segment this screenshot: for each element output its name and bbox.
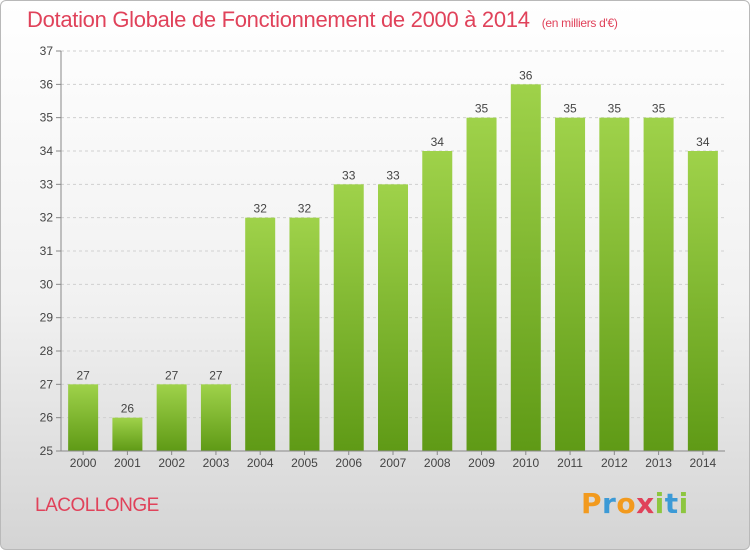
logo-letter: i [654, 487, 665, 520]
chart-title: Dotation Globale de Fonctionnement de 20… [27, 7, 618, 33]
bar-value-label: 34 [696, 135, 710, 149]
x-tick-label: 2008 [424, 456, 451, 470]
y-tick-label: 30 [40, 277, 54, 291]
logo-letter: P [581, 487, 603, 520]
y-tick-label: 36 [40, 77, 54, 91]
bar-value-label: 27 [209, 368, 223, 382]
x-tick-label: 2000 [70, 456, 97, 470]
y-tick-label: 25 [40, 444, 54, 458]
bar-value-label: 27 [165, 368, 179, 382]
bar-value-label: 34 [431, 135, 445, 149]
y-tick-label: 33 [40, 177, 54, 191]
bar [510, 84, 541, 451]
bar [422, 151, 453, 451]
bar [599, 117, 630, 452]
bar-value-label: 32 [298, 202, 312, 216]
bar [68, 384, 99, 451]
bar [245, 217, 276, 451]
bar-value-label: 36 [519, 68, 533, 82]
bar [378, 184, 408, 452]
bar [200, 384, 231, 451]
y-tick-label: 37 [40, 44, 54, 58]
bar [333, 184, 364, 452]
logo-letter: o [616, 487, 637, 520]
bar-value-label: 33 [386, 168, 400, 182]
logo-letter: i [678, 487, 689, 520]
logo-letter: x [636, 487, 655, 520]
x-tick-label: 2009 [468, 456, 495, 470]
bar-value-label: 35 [475, 102, 489, 116]
bar-value-label: 35 [563, 102, 577, 116]
bar-value-label: 35 [608, 102, 622, 116]
logo-letter: t [664, 487, 679, 520]
y-tick-label: 31 [40, 244, 54, 258]
chart-subtitle: (en milliers d'€) [541, 16, 618, 30]
y-tick-label: 34 [40, 144, 54, 158]
logo-letter: r [602, 487, 617, 520]
x-tick-label: 2010 [512, 456, 539, 470]
bar [112, 417, 143, 451]
bar [156, 384, 187, 451]
y-tick-label: 35 [40, 111, 54, 125]
y-tick-label: 27 [40, 377, 54, 391]
bar [555, 117, 586, 452]
y-tick-label: 29 [40, 311, 54, 325]
y-tick-label: 32 [40, 211, 54, 225]
chart-title-text: Dotation Globale de Fonctionnement de 20… [27, 7, 530, 32]
x-tick-label: 2007 [380, 456, 407, 470]
x-tick-label: 2003 [203, 456, 230, 470]
x-tick-label: 2001 [114, 456, 141, 470]
bar [687, 151, 718, 451]
x-tick-label: 2013 [645, 456, 672, 470]
x-tick-label: 2005 [291, 456, 318, 470]
x-tick-label: 2011 [557, 456, 583, 470]
x-tick-label: 2006 [335, 456, 362, 470]
x-tick-label: 2002 [158, 456, 185, 470]
proxiti-logo[interactable]: Proxiti [581, 487, 689, 520]
y-tick-label: 28 [40, 344, 54, 358]
bar-value-label: 33 [342, 168, 356, 182]
x-tick-label: 2004 [247, 456, 274, 470]
bar-value-label: 35 [652, 102, 666, 116]
bar [466, 117, 497, 452]
bar [643, 117, 674, 452]
y-tick-label: 26 [40, 411, 54, 425]
bar [289, 217, 320, 451]
commune-name: LACOLLONGE [35, 495, 159, 516]
x-tick-label: 2012 [601, 456, 628, 470]
bar-value-label: 27 [76, 368, 90, 382]
x-tick-label: 2014 [690, 456, 717, 470]
bar-value-label: 26 [121, 402, 135, 416]
bar-value-label: 32 [254, 202, 268, 216]
